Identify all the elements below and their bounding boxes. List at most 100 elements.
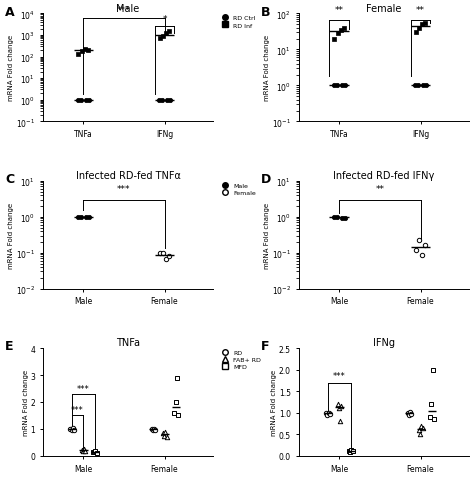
Point — [77, 214, 85, 221]
Text: ***: *** — [71, 405, 84, 414]
Text: ***: *** — [117, 185, 131, 194]
Point — [412, 29, 419, 37]
Text: ***: *** — [333, 372, 346, 381]
Text: C: C — [5, 173, 14, 186]
Point — [165, 28, 173, 36]
Point — [172, 398, 179, 406]
Y-axis label: mRNA Fold change: mRNA Fold change — [23, 369, 29, 435]
Point — [158, 97, 166, 105]
Point — [74, 214, 82, 221]
Point — [82, 97, 90, 105]
Text: F: F — [261, 340, 270, 353]
Point — [81, 46, 89, 54]
Point — [165, 253, 173, 261]
Point — [336, 418, 344, 425]
Y-axis label: mRNA Fold change: mRNA Fold change — [272, 369, 277, 435]
Point — [411, 83, 419, 90]
Title: Male: Male — [116, 4, 140, 13]
Point — [421, 20, 429, 27]
Point — [149, 427, 156, 434]
Point — [334, 400, 341, 408]
Point — [404, 409, 411, 417]
Text: D: D — [261, 173, 271, 186]
Legend: RD Ctrl, RD Inf: RD Ctrl, RD Inf — [218, 15, 256, 29]
Y-axis label: mRNA Fold change: mRNA Fold change — [9, 35, 15, 101]
Point — [159, 33, 167, 41]
Point — [166, 97, 174, 105]
Point — [69, 424, 76, 432]
Point — [70, 426, 78, 433]
Point — [85, 214, 93, 221]
Point — [148, 425, 155, 433]
Point — [155, 97, 163, 105]
Point — [162, 428, 169, 436]
Point — [333, 214, 341, 221]
Text: *: * — [162, 14, 167, 24]
Text: **: ** — [335, 6, 344, 15]
Point — [419, 424, 426, 432]
Point — [159, 250, 167, 258]
Point — [79, 447, 87, 455]
Point — [430, 416, 438, 423]
Point — [337, 27, 345, 35]
Y-axis label: mRNA Fold change: mRNA Fold change — [264, 35, 271, 101]
Point — [330, 83, 337, 90]
Point — [341, 214, 349, 222]
Point — [333, 83, 341, 90]
Point — [406, 408, 414, 416]
Text: E: E — [5, 340, 14, 353]
Point — [80, 445, 88, 453]
Point — [160, 432, 168, 440]
Point — [174, 412, 182, 420]
Point — [341, 83, 349, 90]
Text: **: ** — [416, 6, 425, 15]
Point — [428, 400, 435, 408]
Point — [78, 446, 85, 454]
Point — [82, 214, 90, 221]
Legend: RD, FAB+ RD, MFD: RD, FAB+ RD, MFD — [218, 349, 262, 371]
Point — [325, 409, 332, 417]
Point — [416, 431, 424, 438]
Point — [68, 427, 75, 434]
Point — [74, 97, 82, 105]
Point — [335, 405, 343, 412]
Point — [151, 426, 159, 433]
Point — [414, 83, 422, 90]
Point — [163, 433, 170, 441]
Point — [66, 425, 74, 433]
Point — [324, 411, 331, 419]
Point — [163, 256, 170, 264]
Point — [150, 425, 158, 433]
Point — [407, 410, 415, 418]
Y-axis label: mRNA Fold change: mRNA Fold change — [264, 202, 271, 268]
Point — [78, 48, 85, 56]
Point — [171, 409, 178, 417]
Point — [85, 97, 93, 105]
Point — [156, 249, 164, 257]
Text: B: B — [261, 6, 271, 19]
Title: Infected RD-fed TNFα: Infected RD-fed TNFα — [75, 170, 181, 180]
Point — [334, 30, 341, 38]
Point — [74, 51, 82, 59]
Legend: Male, Female: Male, Female — [218, 182, 256, 196]
Point — [89, 448, 97, 456]
Title: Infected RD-fed IFNγ: Infected RD-fed IFNγ — [333, 170, 435, 180]
Point — [422, 83, 430, 90]
Point — [77, 97, 85, 105]
Point — [330, 36, 338, 43]
Y-axis label: mRNA Fold change: mRNA Fold change — [9, 202, 15, 268]
Point — [421, 242, 429, 250]
Point — [84, 47, 92, 54]
Point — [346, 448, 354, 456]
Point — [419, 83, 427, 90]
Point — [322, 409, 330, 417]
Title: Female: Female — [366, 4, 401, 13]
Point — [340, 25, 348, 33]
Point — [419, 22, 426, 29]
Point — [347, 446, 355, 454]
Point — [163, 30, 170, 38]
Point — [82, 447, 89, 455]
Title: IFNg: IFNg — [373, 337, 395, 348]
Point — [415, 237, 423, 245]
Point — [330, 214, 337, 221]
